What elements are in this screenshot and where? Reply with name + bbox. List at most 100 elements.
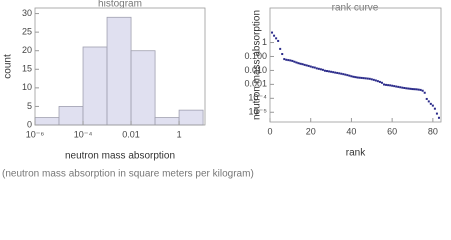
point	[275, 37, 278, 40]
point	[356, 76, 359, 79]
point	[437, 116, 440, 119]
x-axis-label: neutron mass absorption	[65, 151, 175, 162]
point	[362, 77, 365, 80]
point	[431, 104, 434, 107]
point	[289, 59, 292, 62]
point	[391, 84, 394, 87]
point	[279, 47, 282, 50]
point	[352, 75, 355, 78]
bar	[34, 117, 60, 126]
point	[433, 107, 436, 110]
point	[401, 86, 404, 89]
point	[340, 72, 343, 75]
point	[374, 79, 377, 82]
point	[417, 88, 420, 91]
point	[429, 102, 432, 105]
x-axis-label: rank	[346, 148, 366, 159]
point	[397, 85, 400, 88]
point	[415, 88, 418, 91]
point	[291, 59, 294, 62]
y-tick-label: 0	[27, 119, 32, 129]
y-tick-label: 20	[22, 45, 32, 55]
point	[427, 100, 430, 103]
point	[423, 91, 426, 94]
page: (neutron mass absorption in square meter…	[2, 0, 442, 180]
point	[338, 72, 341, 75]
point	[299, 62, 302, 65]
point	[385, 83, 388, 86]
x-tick-label: 0.01	[122, 129, 140, 139]
x-tick-label: 0	[267, 126, 272, 136]
plot-frame	[269, 7, 442, 123]
point	[368, 77, 371, 80]
y-tick-label: 10	[22, 82, 32, 92]
point	[305, 64, 308, 67]
point	[307, 64, 310, 67]
point	[425, 97, 428, 100]
point	[348, 74, 351, 77]
point	[330, 70, 333, 73]
point	[346, 74, 349, 77]
point	[435, 112, 438, 115]
point	[328, 70, 331, 73]
y-axis-label: neutron mass absorption	[252, 10, 263, 120]
point	[321, 68, 324, 71]
bar	[178, 109, 204, 126]
point	[273, 34, 276, 37]
point	[383, 83, 385, 86]
bar	[130, 50, 156, 126]
point	[313, 66, 316, 69]
point	[358, 76, 361, 79]
y-tick-label: 15	[22, 64, 32, 74]
y-axis-label: count	[3, 54, 14, 79]
point	[405, 87, 408, 90]
plot-frame	[34, 7, 206, 126]
point	[419, 88, 422, 91]
point	[303, 63, 306, 66]
x-tick-label: 1	[177, 129, 182, 139]
point	[283, 58, 286, 61]
point	[409, 87, 412, 90]
bar	[154, 117, 180, 126]
y-tick-label: 0.010	[244, 65, 267, 75]
y-tick-label: 0.001	[244, 79, 267, 89]
point	[393, 85, 396, 88]
point	[336, 71, 339, 74]
point	[317, 67, 320, 70]
point	[301, 63, 304, 66]
y-tick-label: 10⁻⁵	[249, 107, 268, 117]
point	[323, 69, 326, 72]
x-tick-label: 10⁻⁶	[26, 129, 45, 139]
point	[413, 88, 416, 91]
y-tick-label: 5	[27, 101, 32, 111]
point	[389, 84, 392, 87]
point	[364, 77, 367, 80]
point	[334, 71, 337, 74]
point	[277, 39, 280, 42]
point	[376, 80, 379, 83]
y-tick-label: 30	[22, 8, 32, 18]
point	[287, 59, 290, 62]
point	[407, 87, 410, 90]
point	[326, 70, 328, 73]
y-tick-label: 1	[262, 37, 267, 47]
point	[354, 76, 357, 79]
point	[387, 84, 390, 87]
point	[372, 78, 375, 81]
point	[399, 86, 402, 89]
point	[315, 67, 318, 70]
point	[293, 60, 296, 63]
point	[370, 78, 373, 81]
point	[297, 62, 300, 65]
chart-title: histogram	[98, 0, 142, 10]
bar	[58, 106, 84, 126]
x-tick-label: 80	[428, 126, 438, 136]
point	[281, 53, 284, 56]
footnote: (neutron mass absorption in square meter…	[2, 169, 254, 180]
point	[366, 77, 369, 80]
point	[344, 73, 347, 76]
point	[311, 66, 314, 69]
y-tick-label: 10⁻⁴	[248, 93, 267, 103]
x-tick-label: 40	[346, 126, 356, 136]
point	[378, 80, 381, 83]
